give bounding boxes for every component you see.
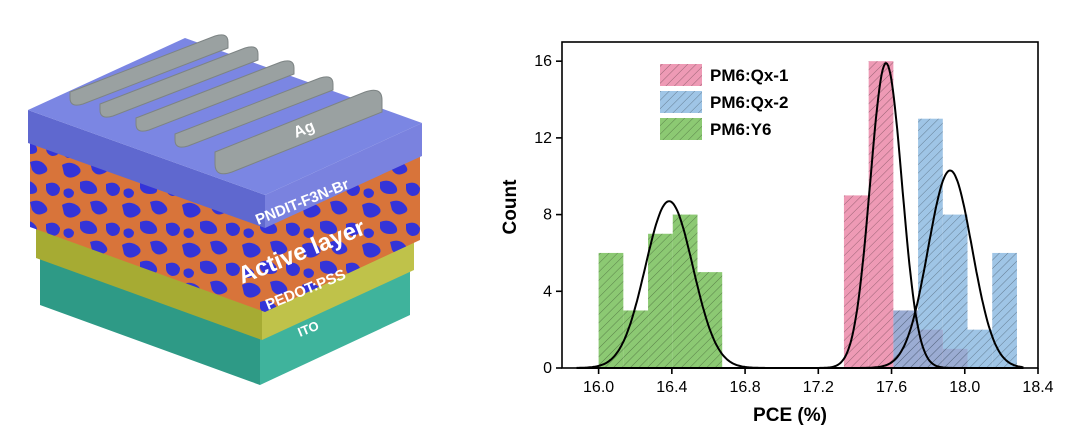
ag-electrodes [69, 34, 383, 175]
bar-hatch-2-1 [623, 310, 649, 368]
bar-hatch-1-4 [992, 252, 1017, 368]
device-schematic: Ag PNDIT-F3N-Br Active layer PEDOT:PSS I… [28, 34, 422, 385]
axes: 16.0 16.4 16.8 17.2 17.6 18.0 18.4 0 4 8 12 16 [534, 53, 1053, 396]
legend-label-0: PM6:Qx-1 [710, 66, 788, 85]
x-tick-label-6: 18.4 [1022, 379, 1053, 396]
x-tick-label-4: 17.6 [876, 379, 907, 396]
htl-layer [36, 222, 414, 340]
y-tick-label-1: 4 [543, 283, 552, 300]
x-tick-label-1: 16.4 [656, 379, 687, 396]
bar-hatch-1-2 [942, 214, 968, 368]
y-tick-label-0: 0 [543, 360, 552, 377]
bar-hatch-2-2 [648, 233, 673, 368]
y-tick-label-2: 8 [543, 207, 552, 224]
y-tick-label-4: 16 [534, 53, 552, 70]
ag-label: Ag [291, 118, 317, 142]
bar-hatch-2-4 [697, 272, 723, 368]
x-tick-label-2: 16.8 [730, 379, 761, 396]
bar-hatch-1-3 [967, 329, 993, 368]
bar-hatch-1-1 [918, 118, 943, 369]
y-tick-label-3: 12 [534, 130, 552, 147]
legend-swatch-hatch-2 [660, 118, 702, 140]
legend-swatch-hatch-1 [660, 91, 702, 113]
legend-label-2: PM6:Y6 [710, 120, 771, 139]
active-layer [30, 135, 420, 312]
bar-hatch-2-0 [598, 252, 624, 368]
bar-hatch-0-0 [843, 195, 869, 368]
pce-histogram-chart: 16.0 16.4 16.8 17.2 17.6 18.0 18.4 0 4 8 12 16 PM6:… [500, 41, 1054, 426]
x-tick-label-5: 18.0 [949, 379, 980, 396]
histogram-bars [598, 61, 1017, 369]
bar-hatch-0-1 [868, 61, 894, 368]
y-axis-label: Count [500, 179, 521, 235]
ito-label: ITO [296, 318, 321, 340]
x-axis-label: PCE (%) [753, 405, 827, 426]
legend: PM6:Qx-1 PM6:Qx-2 PM6:Y6 [660, 64, 788, 140]
fit-curve-2 [576, 200, 1024, 369]
x-tick-label-3: 17.2 [803, 379, 834, 396]
legend-label-1: PM6:Qx-2 [710, 93, 788, 112]
x-tick-label-0: 16.0 [583, 379, 614, 396]
legend-swatch-hatch-0 [660, 64, 702, 86]
bar-hatch-2-3 [672, 214, 698, 368]
gaussian-fits [576, 61, 1024, 369]
